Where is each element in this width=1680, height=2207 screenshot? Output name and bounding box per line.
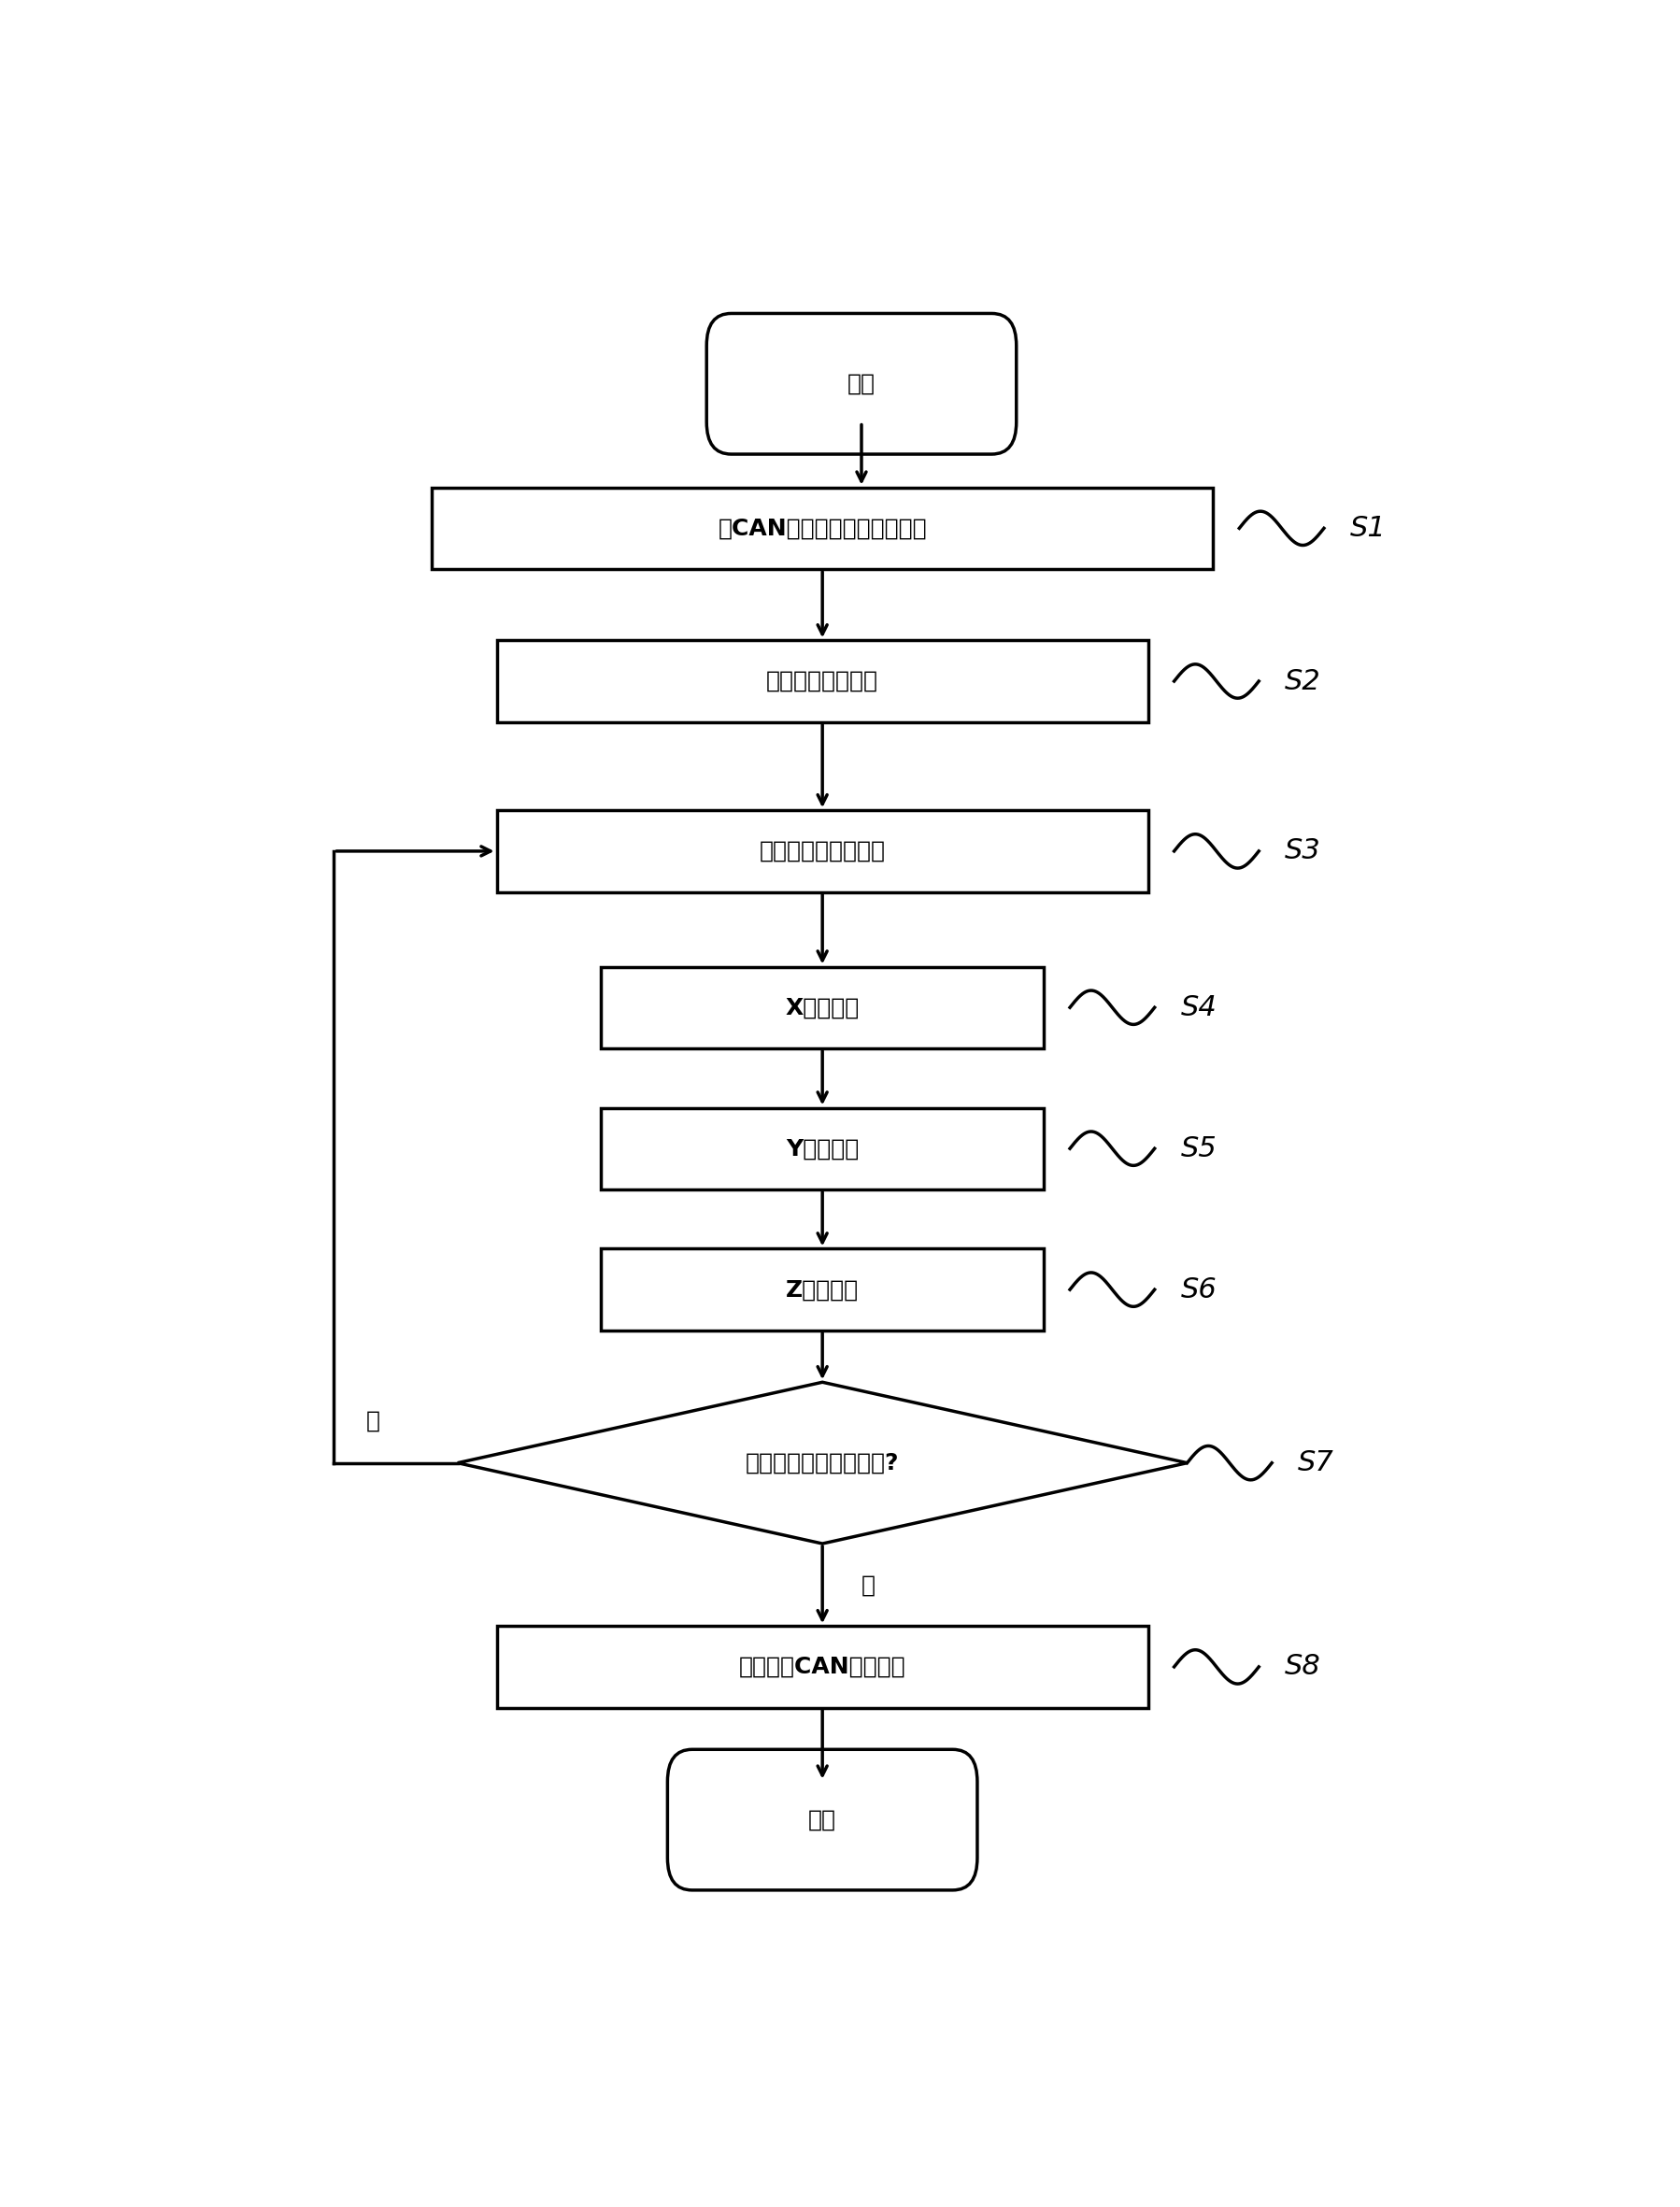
Text: 已经获得每一峰值位置?: 已经获得每一峰值位置? bbox=[746, 1452, 899, 1474]
Bar bbox=[600, 1249, 1043, 1331]
FancyBboxPatch shape bbox=[706, 313, 1016, 455]
Text: 设置光强和反偏压: 设置光强和反偏压 bbox=[766, 671, 879, 693]
FancyBboxPatch shape bbox=[667, 1750, 976, 1889]
Text: Y峰值搜索: Y峰值搜索 bbox=[786, 1137, 858, 1159]
Bar bbox=[497, 1627, 1147, 1708]
Bar bbox=[497, 810, 1147, 892]
Text: S5: S5 bbox=[1179, 1134, 1216, 1163]
Text: 将CAN和插座置于预定位置中: 将CAN和插座置于预定位置中 bbox=[717, 516, 926, 539]
Text: S3: S3 bbox=[1284, 839, 1320, 865]
Polygon shape bbox=[457, 1382, 1186, 1543]
Text: S2: S2 bbox=[1284, 669, 1320, 695]
Bar bbox=[432, 488, 1213, 569]
Bar bbox=[600, 1108, 1043, 1190]
Text: S1: S1 bbox=[1349, 514, 1386, 541]
Text: 否: 否 bbox=[366, 1410, 380, 1432]
Bar bbox=[497, 640, 1147, 722]
Text: X峰值搜索: X峰值搜索 bbox=[785, 995, 858, 1020]
Text: 使插座和CAN彼此固定: 使插座和CAN彼此固定 bbox=[739, 1655, 906, 1677]
Text: Z峰值搜索: Z峰值搜索 bbox=[786, 1278, 858, 1300]
Text: S6: S6 bbox=[1179, 1276, 1216, 1302]
Text: 设置搜索范围和衰减: 设置搜索范围和衰减 bbox=[759, 841, 885, 863]
Text: S4: S4 bbox=[1179, 993, 1216, 1022]
Text: S8: S8 bbox=[1284, 1653, 1320, 1680]
Text: 结束: 结束 bbox=[808, 1808, 837, 1832]
Bar bbox=[600, 967, 1043, 1048]
Text: 是: 是 bbox=[862, 1574, 875, 1596]
Text: 开始: 开始 bbox=[847, 373, 875, 395]
Text: S7: S7 bbox=[1297, 1450, 1334, 1476]
